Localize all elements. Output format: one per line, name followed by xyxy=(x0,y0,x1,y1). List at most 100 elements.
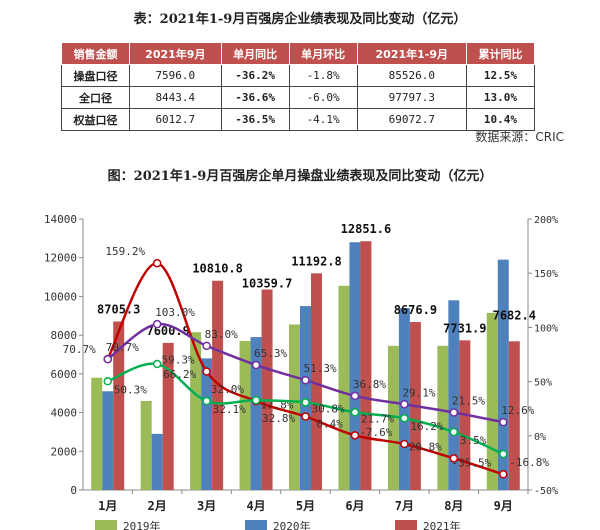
bar-value-label: 7731.9 xyxy=(443,321,486,335)
line-value-label: 16.2% xyxy=(410,420,443,433)
cell: 6012.7 xyxy=(129,108,222,131)
line-value-label: -20.8% xyxy=(402,440,442,453)
y2-tick-label: 0% xyxy=(534,432,546,443)
line-marker xyxy=(400,439,409,449)
line-marker xyxy=(301,375,310,385)
line-value-label: 0.4% xyxy=(316,417,343,430)
line-value-label: -7.6% xyxy=(359,426,392,439)
table-title: 表：2021年1-9月百强房企业绩表现及同比变动（亿元） xyxy=(133,12,467,27)
cell: -4.1% xyxy=(288,108,358,131)
y-tick-label: 10000 xyxy=(44,290,77,303)
line-marker xyxy=(499,449,508,459)
bar-value-label: 12851.6 xyxy=(341,222,392,236)
x-tick-label: 5月 xyxy=(296,499,315,513)
line-marker xyxy=(499,470,508,479)
x-tick-label: 1月 xyxy=(98,499,117,513)
bar-2021年 xyxy=(113,321,125,490)
bar-2020年 xyxy=(497,259,509,490)
bar-2021年 xyxy=(162,342,174,490)
line-value-label: 29.1% xyxy=(402,386,435,399)
line-value-label: 51.3% xyxy=(304,362,337,375)
line-value-label: 3.5% xyxy=(460,434,487,447)
bar-2020年 xyxy=(398,308,410,490)
line-value-label: 12.6% xyxy=(501,404,534,417)
line-marker xyxy=(202,367,211,376)
row-label: 操盘口径 xyxy=(60,64,131,87)
bar-2019年 xyxy=(91,377,103,490)
line-marker xyxy=(499,417,508,427)
bar-2020年 xyxy=(349,242,361,490)
cell: 10.4% xyxy=(465,108,536,131)
line-marker xyxy=(251,395,261,405)
line-value-label: 103.0% xyxy=(155,306,195,319)
line-value-label: 83.0% xyxy=(205,328,238,341)
line-marker xyxy=(202,341,211,351)
line-value-label: 32.1% xyxy=(213,403,246,416)
line-value-label: 50.3% xyxy=(114,383,147,396)
bar-2019年 xyxy=(387,345,399,490)
bar-2019年 xyxy=(239,340,251,490)
line-value-label: 32.8% xyxy=(262,412,295,425)
bar-2021年 xyxy=(261,289,273,490)
line-value-label: 59.3% xyxy=(161,354,194,367)
cell: 69072.7 xyxy=(356,108,467,131)
cell: -36.5% xyxy=(220,108,290,131)
y-tick-label: 6000 xyxy=(51,368,78,381)
bar-value-label: 11192.8 xyxy=(291,254,342,268)
x-tick-label: 6月 xyxy=(345,499,364,513)
line-marker xyxy=(400,413,409,423)
sales-table: 销售金额 2021年9月 单月同比 单月环比 2021年1-9月 累计同比 操盘… xyxy=(60,42,536,131)
bar-2020年 xyxy=(448,300,460,490)
line-value-label: -35.5% xyxy=(452,456,492,469)
line-marker xyxy=(350,408,360,417)
bar-2020年 xyxy=(151,433,163,490)
x-tick-label: 2月 xyxy=(148,499,167,513)
line-marker xyxy=(152,258,162,268)
bar-value-label: 10359.7 xyxy=(242,276,293,290)
line-marker xyxy=(103,354,112,364)
header-cell: 累计同比 xyxy=(465,42,536,65)
header-cell: 单月同比 xyxy=(220,42,290,65)
line-value-label: -16.8% xyxy=(509,456,549,469)
line-value-label: 70.7% xyxy=(63,343,96,356)
y2-tick-label: 150% xyxy=(534,269,558,280)
line-marker xyxy=(301,398,310,407)
chart-title: 图：2021年1-9月百强房企单月操盘业绩表现及同比变动（亿元） xyxy=(107,169,493,184)
line-value-label: 32.0% xyxy=(211,383,244,396)
line-value-label: 65.3% xyxy=(254,347,287,360)
bar-2020年 xyxy=(201,358,213,490)
line-value-label: 21.5% xyxy=(452,394,485,407)
cell: -1.8% xyxy=(288,64,358,87)
bar-2019年 xyxy=(140,400,152,490)
line-marker xyxy=(449,454,459,463)
table-row: 操盘口径 7596.0 -36.2% -1.8% 85526.0 12.5% xyxy=(60,64,536,87)
table-row: 权益口径 6012.7 -36.5% -4.1% 69072.7 10.4% xyxy=(60,108,536,131)
legend-label: 2020年 xyxy=(273,519,311,530)
y-tick-label: 2000 xyxy=(51,445,78,458)
line-marker xyxy=(449,427,459,437)
bar-2020年 xyxy=(300,306,311,490)
x-tick-label: 9月 xyxy=(494,499,513,513)
line-value-label: 21.7% xyxy=(361,412,394,425)
bar-2019年 xyxy=(437,345,449,490)
bar-2019年 xyxy=(338,285,350,490)
y-tick-label: 0 xyxy=(70,484,77,497)
table-header-row: 销售金额 2021年9月 单月同比 单月环比 2021年1-9月 累计同比 xyxy=(60,42,536,65)
header-cell: 销售金额 xyxy=(60,42,131,65)
header-cell: 2021年9月 xyxy=(129,42,222,65)
cell: 97797.3 xyxy=(356,86,467,109)
y2-tick-label: 50% xyxy=(534,378,552,389)
bar-2021年 xyxy=(212,280,224,490)
bar-value-label: 7682.4 xyxy=(493,308,536,322)
bar-2020年 xyxy=(102,391,114,490)
line-value-label: 36.8% xyxy=(353,378,386,391)
row-label: 全口径 xyxy=(60,86,131,109)
y-tick-label: 8000 xyxy=(51,329,78,342)
line-marker xyxy=(103,377,112,386)
data-source: 数据来源：CRIC xyxy=(475,130,564,144)
line-value-label: 66.2% xyxy=(163,368,196,381)
line-marker xyxy=(449,408,459,417)
bar-2021年 xyxy=(311,273,322,490)
bar-2021年 xyxy=(360,241,372,490)
